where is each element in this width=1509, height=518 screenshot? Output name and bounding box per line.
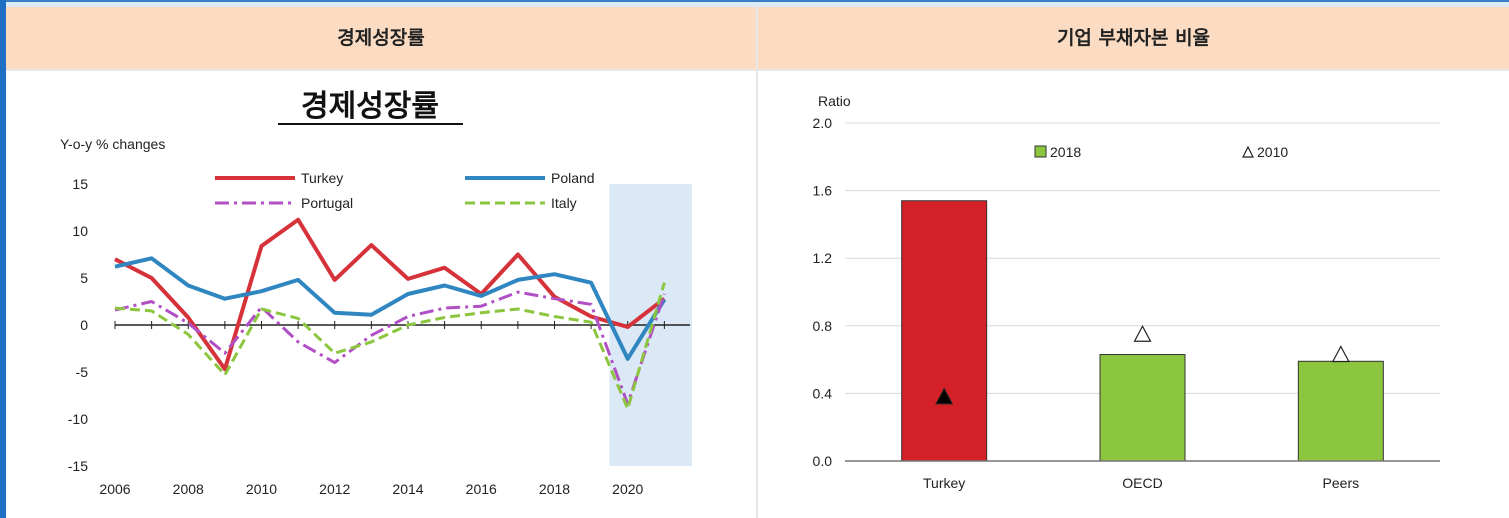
marker-2010-oecd: [1133, 324, 1152, 342]
legend-swatch-2018: [1034, 145, 1047, 158]
x-tick-label: 2006: [99, 481, 130, 497]
x-tick-label: 2014: [392, 481, 423, 497]
series-line-turkey: [114, 217, 666, 372]
legend-label-poland: Poland: [551, 170, 595, 186]
growth-line-chart: 경제성장률 Y-o-y % changes 15 10 5 0 -5 -10 -15 2006 20…: [60, 90, 692, 497]
y-tick-label: -5: [76, 364, 89, 380]
y-tick-label: 1.6: [813, 183, 833, 199]
legend-swatch-2010: [1242, 145, 1254, 158]
x-tick-label: 2008: [173, 481, 204, 497]
y-tick-label: 0.4: [813, 385, 833, 401]
y-tick-label: 0: [80, 317, 88, 333]
x-tick-label: 2016: [466, 481, 497, 497]
y-tick-label: 0.8: [813, 318, 833, 334]
legend-label-2010: 2010: [1257, 144, 1288, 160]
x-tick-label: OECD: [1122, 475, 1162, 491]
y-tick-label: 0.0: [813, 453, 833, 469]
top-border: [0, 0, 1509, 7]
y-axis-label: Ratio: [818, 93, 851, 109]
header-growth-rate: 경제성장률: [337, 27, 425, 49]
x-tick-label: 2010: [246, 481, 277, 497]
column-divider: [756, 7, 758, 518]
x-tick-label: Peers: [1323, 475, 1360, 491]
series-line-italy: [114, 282, 666, 411]
header-debt-equity: 기업 부채자본 비율: [1056, 27, 1211, 49]
x-tick-label: 2020: [612, 481, 643, 497]
y-tick-label: 10: [72, 223, 88, 239]
bar-turkey: [901, 200, 988, 462]
y-tick-label: 15: [72, 176, 88, 192]
marker-2010-peers: [1331, 345, 1350, 363]
y-axis-label: Y-o-y % changes: [60, 136, 165, 152]
bar-oecd: [1099, 354, 1186, 462]
x-tick-label: Turkey: [923, 475, 965, 491]
chart-title: 경제성장률: [301, 90, 439, 123]
debt-equity-bar-chart: Ratio 2.0 1.6 1.2 0.8 0.4 0.0 Turkey OECD Peers 20…: [813, 93, 1440, 491]
x-tick-label: 2012: [319, 481, 350, 497]
marker-2010-turkey: [935, 387, 954, 405]
legend-label-italy: Italy: [551, 195, 577, 211]
left-border: [0, 0, 6, 518]
y-tick-label: 5: [80, 270, 88, 286]
y-tick-label: -15: [68, 458, 88, 474]
legend-label-portugal: Portugal: [301, 195, 353, 211]
series-line-poland: [114, 256, 667, 361]
series-line-portugal: [114, 290, 666, 406]
x-tick-label: 2018: [539, 481, 570, 497]
y-tick-label: 2.0: [813, 115, 833, 131]
y-tick-label: 1.2: [813, 250, 833, 266]
legend-label-2018: 2018: [1050, 144, 1081, 160]
y-tick-label: -10: [68, 411, 88, 427]
legend-label-turkey: Turkey: [301, 170, 343, 186]
bar-peers: [1297, 360, 1384, 462]
